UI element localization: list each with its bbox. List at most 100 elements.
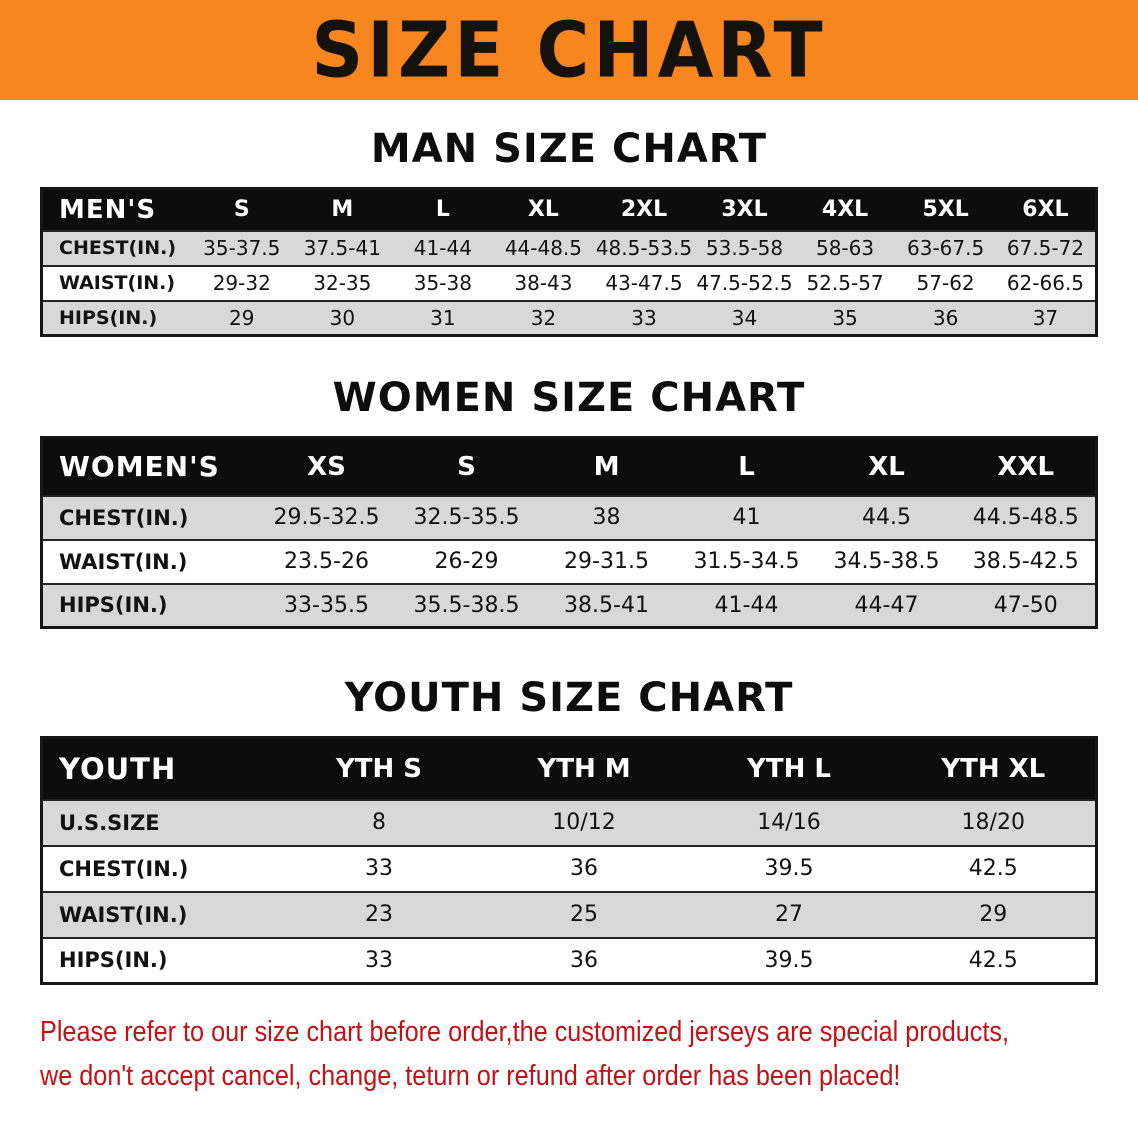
- row-label: CHEST(IN.): [41, 229, 192, 266]
- size-cell: 23: [276, 890, 482, 938]
- size-cell: 33-35.5: [256, 582, 397, 628]
- column-header-6xl: 6XL: [995, 188, 1097, 231]
- youth-header-row: YOUTH YTH S YTH M YTH L YTH XL: [41, 737, 1097, 800]
- column-header-yth-l: YTH L: [686, 737, 892, 800]
- table-row: U.S.SIZE 8 10/12 14/16 18/20: [41, 798, 1097, 846]
- size-cell: 27: [686, 890, 892, 938]
- table-row: WAIST(IN.) 23 25 27 29: [41, 890, 1097, 938]
- size-cell: 47.5-52.5: [694, 264, 795, 301]
- size-cell: 34: [694, 299, 795, 336]
- youth-section-heading: YOUTH SIZE CHART: [344, 675, 794, 721]
- size-cell: 8: [276, 798, 482, 846]
- size-cell: 42.5: [891, 936, 1097, 984]
- size-cell: 44.5: [816, 494, 957, 540]
- size-cell: 35.5-38.5: [396, 582, 537, 628]
- row-label: WAIST(IN.): [41, 538, 257, 584]
- table-row: CHEST(IN.) 29.5-32.5 32.5-35.5 38 41 44.5 44.5…: [41, 494, 1097, 540]
- size-cell: 41-44: [392, 229, 494, 266]
- size-cell: 42.5: [891, 844, 1097, 892]
- size-cell: 33: [593, 299, 695, 336]
- mens-section-heading: MAN SIZE CHART: [370, 126, 768, 172]
- column-header-yth-m: YTH M: [481, 737, 687, 800]
- size-cell: 35: [794, 299, 896, 336]
- column-header-yth-s: YTH S: [276, 737, 482, 800]
- size-cell: 62-66.5: [995, 264, 1097, 301]
- size-cell: 35-37.5: [191, 229, 293, 266]
- row-label: CHEST(IN.): [41, 494, 257, 540]
- row-label: CHEST(IN.): [41, 844, 277, 892]
- size-cell: 29-31.5: [536, 538, 677, 584]
- mens-corner-label: MEN'S: [41, 188, 192, 231]
- row-label: U.S.SIZE: [41, 798, 277, 846]
- womens-section-heading: WOMEN SIZE CHART: [332, 375, 806, 421]
- size-cell: 10/12: [481, 798, 687, 846]
- youth-corner-label: YOUTH: [41, 737, 277, 800]
- column-header-xs: XS: [256, 437, 397, 496]
- womens-corner-label: WOMEN'S: [41, 437, 257, 496]
- size-cell: 41-44: [676, 582, 817, 628]
- size-cell: 48.5-53.5: [593, 229, 695, 266]
- column-header-xl: XL: [816, 437, 957, 496]
- size-cell: 30: [292, 299, 393, 336]
- size-cell: 29.5-32.5: [256, 494, 397, 540]
- column-header-3xl: 3XL: [694, 188, 795, 231]
- column-header-m: M: [536, 437, 677, 496]
- footer-disclaimer: Please refer to our size chart before or…: [40, 1011, 1138, 1098]
- size-cell: 34.5-38.5: [816, 538, 957, 584]
- column-header-m: M: [292, 188, 393, 231]
- size-cell: 31.5-34.5: [676, 538, 817, 584]
- size-cell: 32.5-35.5: [396, 494, 537, 540]
- column-header-s: S: [191, 188, 293, 231]
- size-cell: 63-67.5: [895, 229, 996, 266]
- column-header-4xl: 4XL: [794, 188, 896, 231]
- table-row: WAIST(IN.) 23.5-26 26-29 29-31.5 31.5-34.5 34…: [41, 538, 1097, 584]
- mens-size-table: MEN'S S M L XL 2XL 3XL 4XL 5XL 6XL CHEST(IN.) 35-37…: [40, 187, 1098, 337]
- size-cell: 23.5-26: [256, 538, 397, 584]
- table-row: HIPS(IN.) 29 30 31 32 33 34 35 36 37: [41, 299, 1097, 336]
- table-row: WAIST(IN.) 29-32 32-35 35-38 38-43 43-47.5 47.…: [41, 264, 1097, 301]
- size-cell: 29: [191, 299, 293, 336]
- size-cell: 44-47: [816, 582, 957, 628]
- row-label: WAIST(IN.): [41, 890, 277, 938]
- row-label: HIPS(IN.): [41, 936, 277, 984]
- row-label: HIPS(IN.): [41, 299, 192, 336]
- size-cell: 52.5-57: [794, 264, 896, 301]
- size-cell: 33: [276, 936, 482, 984]
- size-cell: 44-48.5: [493, 229, 594, 266]
- mens-header-row: MEN'S S M L XL 2XL 3XL 4XL 5XL 6XL: [41, 188, 1097, 231]
- size-cell: 38-43: [493, 264, 594, 301]
- size-cell: 36: [895, 299, 996, 336]
- womens-size-chart-section: WOMEN SIZE CHART WOMEN'S XS S M L XL XXL CHEST(…: [0, 375, 1138, 629]
- banner-title: SIZE CHART: [311, 5, 827, 95]
- column-header-l: L: [392, 188, 494, 231]
- table-row: HIPS(IN.) 33 36 39.5 42.5: [41, 936, 1097, 984]
- size-cell: 18/20: [891, 798, 1097, 846]
- size-cell: 37: [995, 299, 1097, 336]
- disclaimer-line-2: we don't accept cancel, change, teturn o…: [40, 1059, 901, 1092]
- size-cell: 26-29: [396, 538, 537, 584]
- table-row: CHEST(IN.) 33 36 39.5 42.5: [41, 844, 1097, 892]
- column-header-2xl: 2XL: [593, 188, 695, 231]
- youth-size-table: YOUTH YTH S YTH M YTH L YTH XL U.S.SIZE 8 10/12…: [40, 736, 1098, 985]
- size-cell: 36: [481, 844, 687, 892]
- size-cell: 58-63: [794, 229, 896, 266]
- size-cell: 43-47.5: [593, 264, 695, 301]
- size-cell: 38.5-42.5: [956, 538, 1097, 584]
- size-cell: 67.5-72: [995, 229, 1097, 266]
- size-cell: 29: [891, 890, 1097, 938]
- size-cell: 37.5-41: [292, 229, 393, 266]
- column-header-l: L: [676, 437, 817, 496]
- size-cell: 39.5: [686, 936, 892, 984]
- youth-size-chart-section: YOUTH SIZE CHART YOUTH YTH S YTH M YTH L YTH…: [0, 675, 1138, 985]
- size-cell: 32-35: [292, 264, 393, 301]
- size-cell: 35-38: [392, 264, 494, 301]
- disclaimer-line-1: Please refer to our size chart before or…: [40, 1016, 1010, 1048]
- size-cell: 33: [276, 844, 482, 892]
- size-cell: 57-62: [895, 264, 996, 301]
- column-header-yth-xl: YTH XL: [891, 737, 1097, 800]
- size-cell: 36: [481, 936, 687, 984]
- size-chart-banner: SIZE CHART: [0, 0, 1138, 100]
- womens-header-row: WOMEN'S XS S M L XL XXL: [41, 437, 1097, 496]
- row-label: WAIST(IN.): [41, 264, 192, 301]
- size-cell: 32: [493, 299, 594, 336]
